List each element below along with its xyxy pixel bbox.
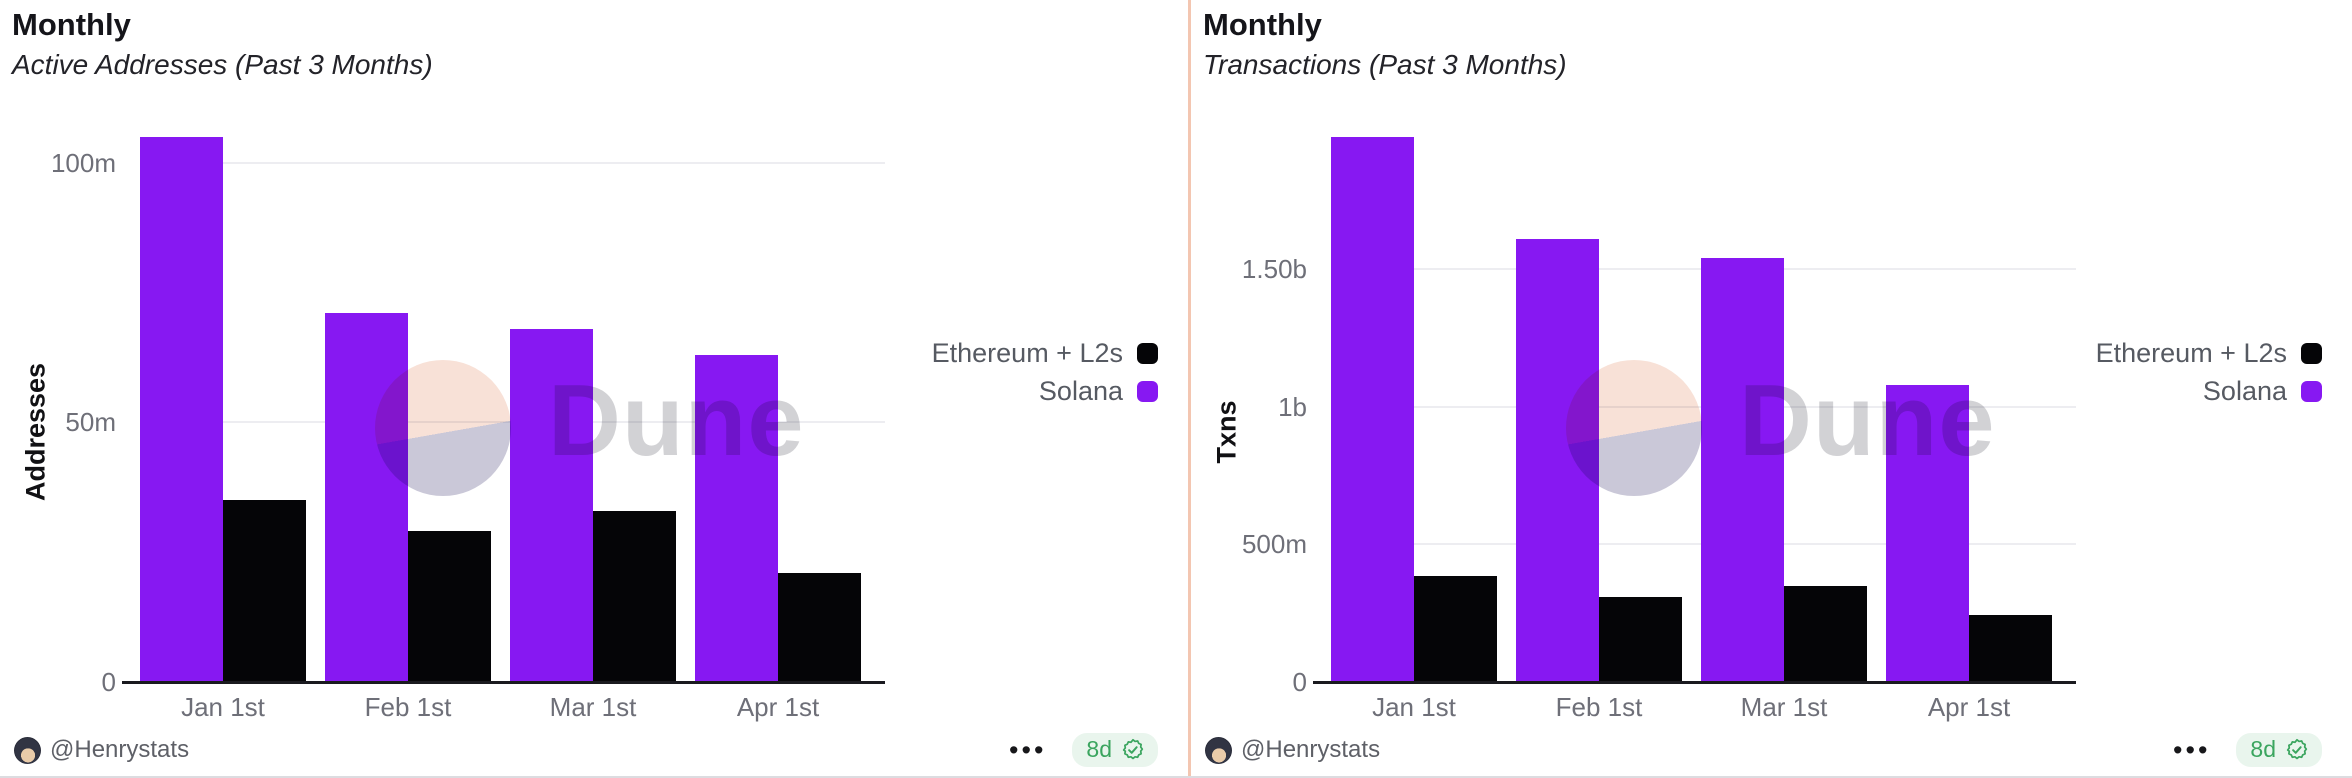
chart-subtitle: Transactions (Past 3 Months) <box>1203 48 1567 80</box>
bar-ethereum-l2s[interactable] <box>1414 576 1497 682</box>
badge-label: 8d <box>1086 736 1112 762</box>
x-tick-label: Mar 1st <box>549 692 637 722</box>
legend-item[interactable]: Solana <box>932 372 1158 410</box>
y-tick-label: 0 <box>101 667 116 697</box>
author-link[interactable]: @Henrystats <box>14 736 189 764</box>
ellipsis-menu-icon[interactable]: ••• <box>1009 734 1047 765</box>
legend-label: Ethereum + L2s <box>931 337 1123 368</box>
author-link[interactable]: @Henrystats <box>1205 736 1380 764</box>
author-name: @Henrystats <box>50 736 190 763</box>
bar-solana[interactable] <box>1516 239 1599 682</box>
verified-seal-icon <box>2286 738 2308 759</box>
bar-solana[interactable] <box>140 136 223 682</box>
bottom-divider <box>0 776 2352 778</box>
bar-solana[interactable] <box>510 329 593 682</box>
footer-actions: ••• 8d <box>1009 733 1158 767</box>
avatar <box>1205 736 1232 764</box>
bars-layer <box>1331 85 2076 682</box>
y-tick-label: 1b <box>1278 391 1307 422</box>
legend-item[interactable]: Ethereum + L2s <box>2096 334 2322 372</box>
y-tick-label: 0 <box>1292 667 1307 697</box>
legend: Ethereum + L2s Solana <box>2096 334 2322 410</box>
author-name: @Henrystats <box>1241 736 1381 763</box>
bar-solana[interactable] <box>325 313 408 682</box>
x-tick-label: Jan 1st <box>181 692 265 722</box>
legend-swatch <box>1137 380 1158 402</box>
bar-ethereum-l2s[interactable] <box>593 510 676 682</box>
y-tick-label: 100m <box>50 147 116 178</box>
x-tick-label: Feb 1st <box>364 692 452 722</box>
bar-ethereum-l2s[interactable] <box>408 531 491 682</box>
x-tick-label: Apr 1st <box>1927 692 2011 722</box>
gridline <box>140 161 885 164</box>
badge-label: 8d <box>2250 736 2276 762</box>
freshness-badge[interactable]: 8d <box>1072 733 1158 767</box>
bar-ethereum-l2s[interactable] <box>1599 596 1682 682</box>
bar-solana[interactable] <box>1886 384 1969 682</box>
legend-item[interactable]: Solana <box>2096 372 2322 410</box>
y-tick-label: 50m <box>65 407 116 438</box>
plot-area: 0 50m 100m Jan 1st Feb 1st Mar 1st Apr 1st Du… <box>51 85 885 720</box>
freshness-badge[interactable]: 8d <box>2236 733 2322 767</box>
legend-label: Ethereum + L2s <box>2095 337 2287 368</box>
legend-swatch <box>2301 342 2322 364</box>
verified-seal-icon <box>1122 738 1144 759</box>
panel-header: Monthly Active Addresses (Past 3 Months) <box>12 6 1176 83</box>
legend: Ethereum + L2s Solana <box>932 334 1158 410</box>
legend-item[interactable]: Ethereum + L2s <box>932 334 1158 372</box>
bar-ethereum-l2s[interactable] <box>778 572 861 682</box>
x-tick-label: Feb 1st <box>1555 692 1643 722</box>
x-axis-line <box>1313 681 2076 684</box>
bar-solana[interactable] <box>1331 137 1414 682</box>
bar-solana[interactable] <box>1701 258 1784 682</box>
legend-swatch <box>1137 342 1158 364</box>
chart-panel: Monthly Transactions (Past 3 Months) Txn… <box>1188 0 2352 778</box>
y-tick-label: 1.50b <box>1241 254 1307 285</box>
chart-title: Monthly <box>1203 7 1322 42</box>
x-tick-label: Apr 1st <box>736 692 820 722</box>
bar-solana[interactable] <box>695 354 778 682</box>
chart-panel: Monthly Active Addresses (Past 3 Months)… <box>12 6 1176 768</box>
plot-area: 0 500m 1b 1.50b Jan 1st Feb 1st Mar 1st Apr 1s… <box>1242 85 2076 720</box>
panel-footer: @Henrystats ••• 8d <box>14 732 1158 768</box>
chart-subtitle: Active Addresses (Past 3 Months) <box>12 48 433 80</box>
panel-header: Monthly Transactions (Past 3 Months) <box>1203 6 2340 83</box>
legend-swatch <box>2301 380 2322 402</box>
ellipsis-menu-icon[interactable]: ••• <box>2173 734 2211 765</box>
x-axis-line <box>122 681 885 684</box>
bar-ethereum-l2s[interactable] <box>223 500 306 682</box>
bars-layer <box>140 85 885 682</box>
footer-actions: ••• 8d <box>2173 733 2322 767</box>
bar-ethereum-l2s[interactable] <box>1784 585 1867 682</box>
panel-footer: @Henrystats ••• 8d <box>1205 732 2322 768</box>
legend-label: Solana <box>2202 375 2287 406</box>
legend-label: Solana <box>1038 375 1123 406</box>
chart-title: Monthly <box>12 7 131 42</box>
y-tick-label: 500m <box>1241 529 1307 560</box>
avatar <box>14 736 41 764</box>
x-tick-label: Jan 1st <box>1372 692 1456 722</box>
bar-ethereum-l2s[interactable] <box>1969 614 2052 682</box>
x-tick-label: Mar 1st <box>1740 692 1828 722</box>
